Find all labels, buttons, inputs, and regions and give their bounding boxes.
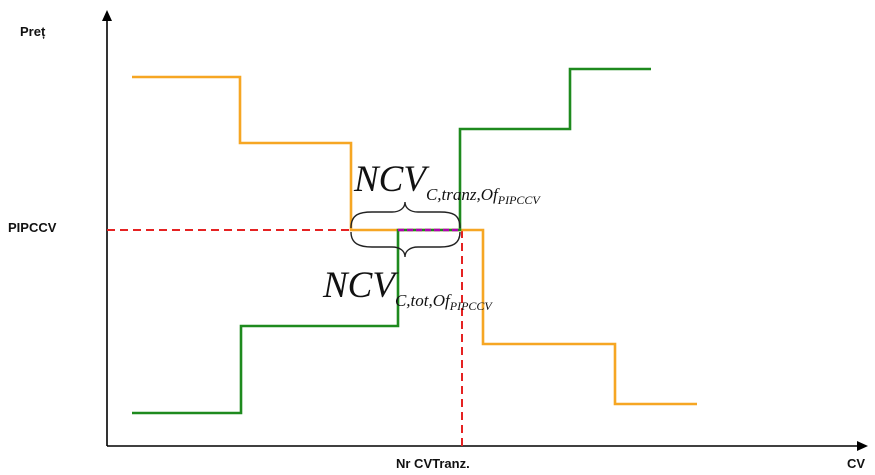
ncv-tranz-main: NCV <box>354 159 426 200</box>
supply-step-curve <box>132 75 697 406</box>
ncv-tot-main: NCV <box>323 265 395 306</box>
x-axis-label: CV <box>847 456 866 471</box>
upper-brace <box>350 201 461 229</box>
price-level-label: PIPCCV <box>8 220 57 235</box>
ncv-tot-annotation: NCVC,tot,OfPIPCCV <box>323 264 492 313</box>
ncv-tranz-subsub: PIPCCV <box>497 193 540 207</box>
demand-step-curve <box>132 67 651 415</box>
ncv-tranz-annotation: NCVC,tranz,OfPIPCCV <box>354 158 540 207</box>
lower-brace <box>350 231 461 258</box>
ncv-tot-sub: C,tot,Of <box>394 291 450 310</box>
y-axis-label: Preț <box>20 24 46 39</box>
ncv-tot-subsub: PIPCCV <box>449 299 492 313</box>
y-axis-arrow-icon <box>102 10 112 21</box>
x-axis-arrow-icon <box>857 441 868 451</box>
ncv-tranz-sub: C,tranz,Of <box>425 185 498 204</box>
quantity-level-label: Nr CVTranz. <box>396 456 470 471</box>
